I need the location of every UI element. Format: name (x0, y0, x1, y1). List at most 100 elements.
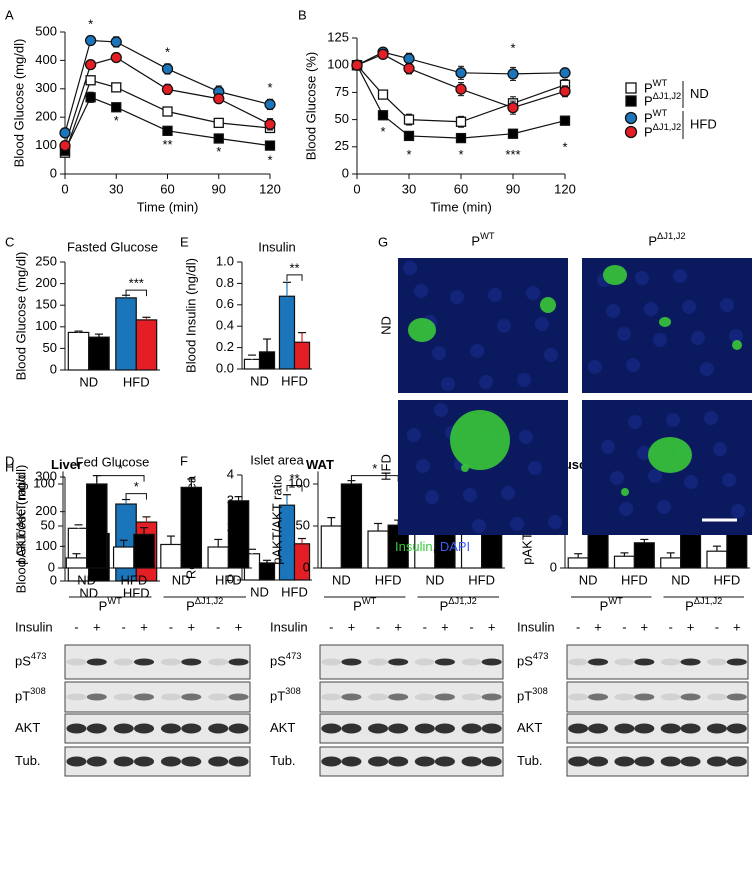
nuclei-patch (606, 304, 620, 318)
nuclei-patch (416, 459, 430, 473)
blot-band (228, 756, 249, 767)
blot-band (461, 756, 482, 767)
blot-band (368, 756, 389, 767)
nuclei-patch (682, 300, 696, 314)
nuclei-patch (684, 475, 698, 489)
nuclei-patch (637, 446, 651, 460)
y-tick-label: 0 (342, 165, 349, 180)
blot-row-label: pS473 (517, 651, 549, 668)
x-tick-label: ND (172, 572, 191, 587)
x-tick-label: HFD (123, 374, 150, 389)
y-axis-label: Blood Glucose (%) (303, 52, 318, 160)
nuclei-patch (472, 519, 486, 533)
blot-band (113, 723, 134, 734)
nuclei-patch (648, 469, 662, 483)
lane-label: + (687, 619, 695, 634)
column-label: PΔJ1,J2 (648, 231, 685, 248)
blot-band (434, 756, 455, 767)
blot-band (706, 756, 727, 767)
nuclei-patch (588, 360, 602, 374)
x-tick-label: 0 (61, 181, 68, 196)
blot-band (726, 693, 747, 701)
y-tick-label: 200 (35, 275, 57, 290)
legend-marker (625, 82, 637, 94)
y-tick-label: 100 (288, 475, 310, 490)
marker (507, 128, 519, 139)
blot-band (726, 658, 747, 666)
chart-title: Islet area (250, 452, 304, 467)
y-axis-label: pAKT/AKT ratio (269, 475, 284, 565)
nuclei-patch (407, 428, 421, 442)
marker (85, 92, 96, 103)
nuclei-patch (517, 373, 531, 387)
y-tick-label: 0 (50, 165, 57, 180)
blot-row-label: Tub. (517, 753, 543, 768)
blot-band (228, 693, 249, 701)
x-tick-label: ND (671, 572, 690, 587)
marker (455, 83, 467, 95)
chart-title: Fasted Glucose (67, 239, 158, 254)
nuclei-patch (657, 500, 671, 514)
significance-label: ** (289, 471, 299, 486)
blot-band (706, 658, 727, 666)
blot-band (414, 723, 435, 734)
panel-label: B (298, 7, 307, 22)
x-tick-label: 90 (212, 181, 226, 196)
blot-treatment-label: Insulin (517, 619, 555, 634)
blot-band (461, 658, 482, 666)
nuclei-patch (619, 502, 633, 516)
blot-band (588, 756, 609, 767)
y-tick-label: 0 (48, 559, 55, 574)
nuclei-patch (528, 461, 542, 475)
legend-marker (624, 125, 638, 139)
y-tick-label: 200 (35, 109, 57, 124)
group-label: PWT (99, 596, 122, 613)
y-tick-label: 100 (35, 318, 57, 333)
significance-label: *** (129, 276, 144, 291)
significance-bracket (125, 289, 147, 297)
lane-label: - (669, 619, 673, 634)
panel-label: G (378, 234, 388, 249)
y-tick-label: 200 (35, 503, 57, 518)
blot-band (113, 756, 134, 767)
nuclei-patch (653, 333, 667, 347)
stain-name: Insulin (395, 539, 433, 554)
x-tick-label: HFD (121, 572, 148, 587)
blot-band (86, 756, 107, 767)
annotation: * (88, 16, 93, 31)
nuclei-patch (535, 317, 549, 331)
marker (213, 117, 224, 129)
lane-label: + (594, 619, 602, 634)
x-tick-label: HFD (123, 585, 150, 600)
blot-row-label: pT308 (15, 686, 46, 703)
lane-label: + (441, 619, 449, 634)
x-tick-label: 90 (506, 181, 520, 196)
lane-label: - (576, 619, 580, 634)
nuclei-patch (617, 327, 631, 341)
x-tick-label: ND (579, 572, 598, 587)
bar (633, 542, 655, 569)
blot-band (568, 756, 589, 767)
blot-band (208, 723, 229, 734)
y-tick-label: 0.4 (216, 318, 234, 333)
significance-bracket (286, 485, 303, 492)
blot-band (726, 756, 747, 767)
nuclei-patch (479, 375, 493, 389)
lane-label: + (733, 619, 741, 634)
marker (59, 139, 71, 152)
islet (648, 437, 692, 473)
blot-band (481, 658, 502, 666)
bar (567, 557, 589, 569)
blot-band (86, 723, 107, 734)
x-tick-label: ND (79, 374, 98, 389)
islet (461, 464, 469, 472)
x-tick-label: 30 (109, 181, 123, 196)
x-tick-label: 30 (402, 181, 416, 196)
marker (455, 116, 467, 127)
y-tick-label: 0 (227, 571, 234, 586)
x-tick-label: HFD (714, 572, 741, 587)
blot-band (134, 693, 155, 701)
bar (115, 297, 137, 371)
lane-label: + (187, 619, 195, 634)
bar (706, 550, 728, 569)
